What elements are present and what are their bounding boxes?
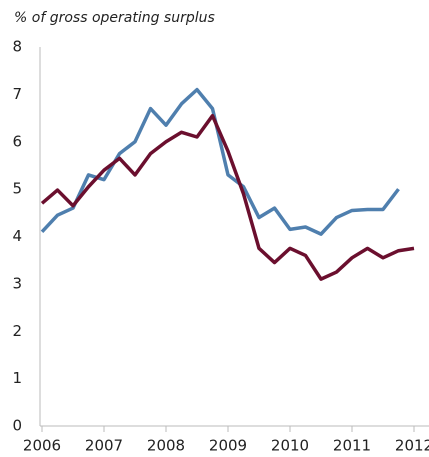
y-tick-label: 3 bbox=[12, 274, 22, 292]
x-tick-label: 2011 bbox=[333, 437, 371, 455]
series-line bbox=[40, 113, 415, 281]
x-tick-label: 2008 bbox=[147, 437, 185, 455]
x-tick-label: 2006 bbox=[23, 437, 61, 455]
x-tick-label: 2007 bbox=[85, 437, 123, 455]
series-line bbox=[40, 87, 400, 236]
y-tick-label: 7 bbox=[12, 85, 22, 103]
chart-title: % of gross operating surplus bbox=[14, 10, 215, 26]
y-tick-label: 4 bbox=[12, 227, 22, 245]
x-tick-label: 2012 bbox=[395, 437, 429, 455]
y-tick-label: 6 bbox=[12, 132, 22, 150]
y-tick-label: 0 bbox=[12, 417, 22, 435]
y-tick-label: 8 bbox=[12, 38, 22, 56]
y-tick-label: 2 bbox=[12, 322, 22, 340]
x-tick-label: 2010 bbox=[271, 437, 309, 455]
y-tick-label: 1 bbox=[12, 369, 22, 387]
y-tick-label: 5 bbox=[12, 180, 22, 198]
x-tick-label: 2009 bbox=[209, 437, 247, 455]
